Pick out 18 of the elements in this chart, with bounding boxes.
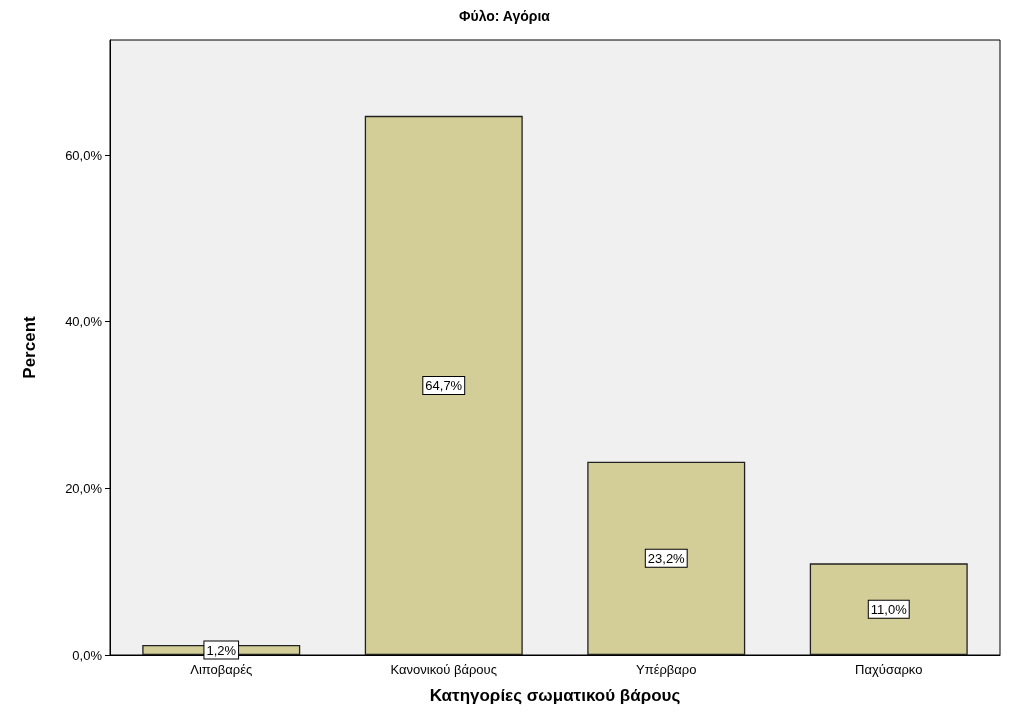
bar	[809, 563, 968, 655]
y-axis-title: Percent	[20, 315, 39, 379]
x-tick-label: Παχύσαρκο	[855, 662, 923, 677]
data-label: 64,7%	[425, 377, 463, 393]
bar	[587, 461, 746, 655]
x-tick-label: Υπέρβαρο	[636, 662, 697, 677]
bar	[364, 115, 523, 655]
y-tick-label: 0,0%	[72, 647, 103, 663]
x-tick-label: Λιποβαρές	[190, 662, 253, 677]
data-label: 1,2%	[206, 642, 237, 658]
data-label: 11,0%	[870, 601, 908, 617]
x-axis-title: Κατηγορίες σωματικού βάρους	[429, 686, 681, 705]
y-tick-label: 40,0%	[65, 314, 103, 330]
y-tick-label: 20,0%	[65, 480, 103, 496]
y-tick-label: 60,0%	[65, 147, 103, 163]
data-label: 23,2%	[647, 550, 686, 566]
x-tick-label: Κανονικού βάρους	[390, 662, 497, 677]
chart-title: Φύλο: Αγόρια	[459, 8, 551, 24]
